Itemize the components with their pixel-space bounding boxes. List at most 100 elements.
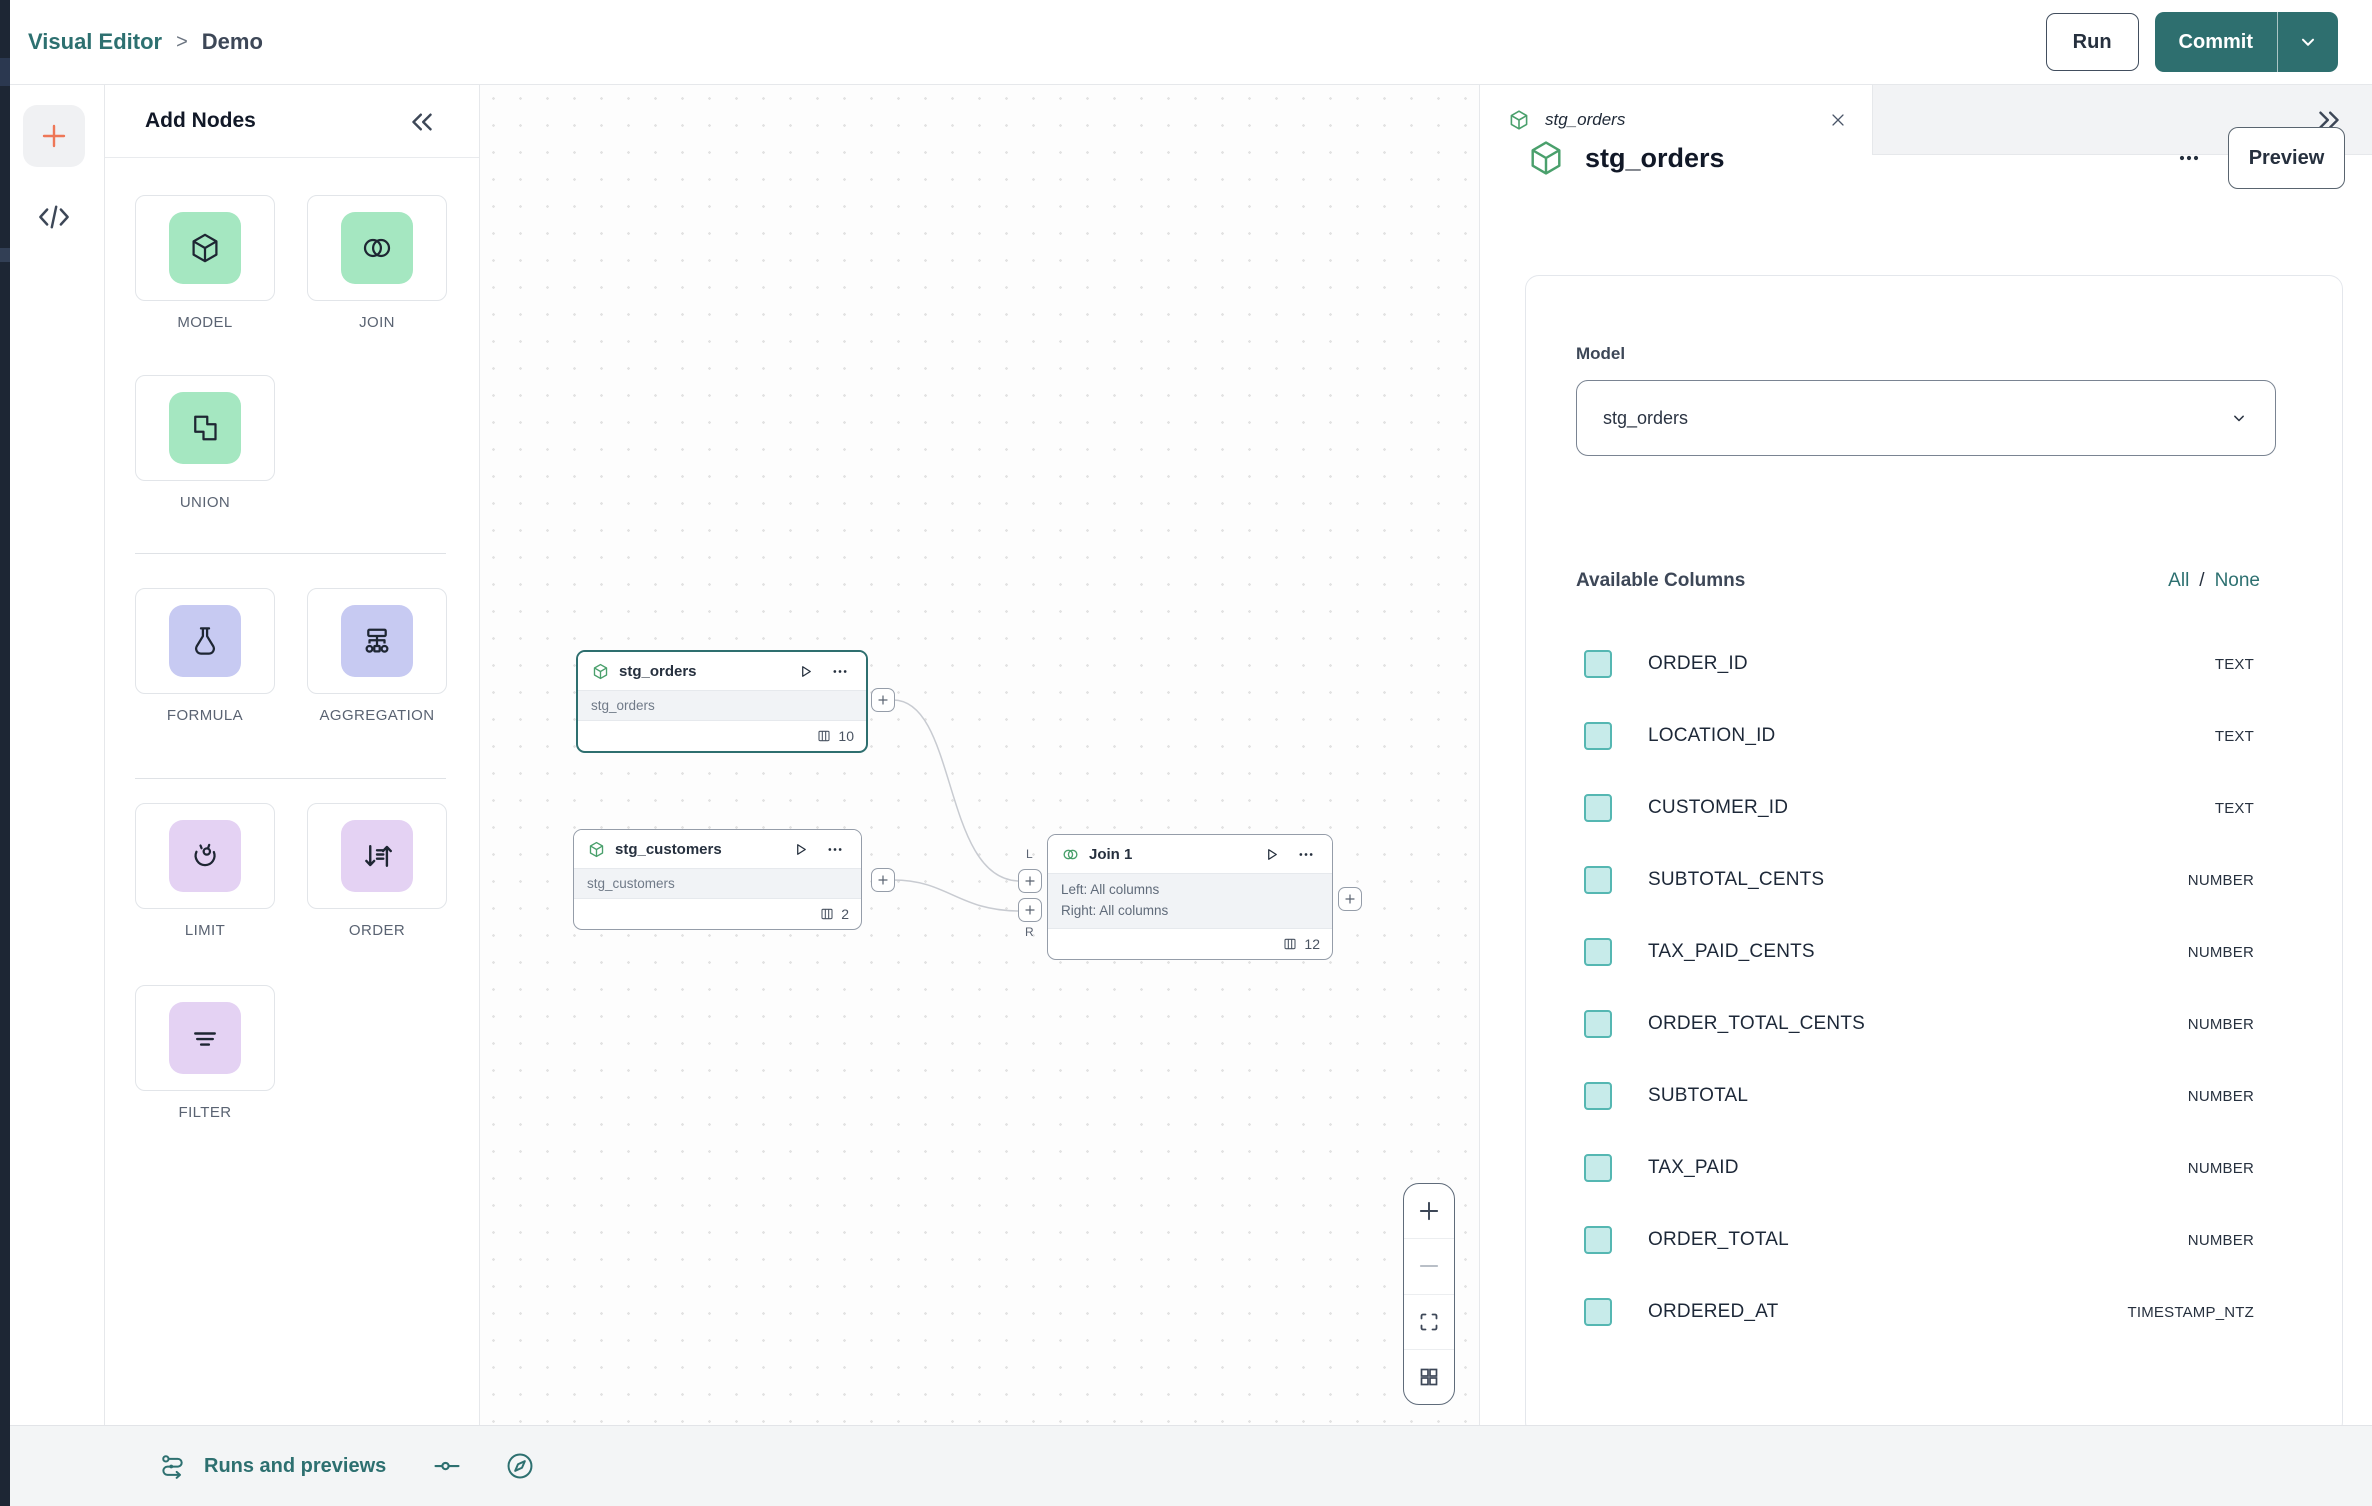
runs-and-previews-toggle[interactable]: Runs and previews bbox=[158, 1451, 386, 1481]
port-stg-orders-output[interactable] bbox=[871, 688, 895, 712]
node-column-count: 12 bbox=[1304, 935, 1320, 952]
play-icon[interactable] bbox=[1259, 845, 1284, 864]
column-row: TAX_PAID NUMBER bbox=[1584, 1132, 2254, 1204]
column-row: CUSTOMER_ID TEXT bbox=[1584, 772, 2254, 844]
collapse-panel-icon[interactable] bbox=[405, 107, 439, 137]
column-type: TEXT bbox=[2214, 655, 2254, 673]
port-join-left-input[interactable] bbox=[1018, 869, 1042, 893]
node-join-1[interactable]: Join 1 Left: All columns Right: All colu… bbox=[1047, 834, 1333, 960]
model-cube-icon bbox=[169, 212, 241, 284]
palette-item-order[interactable]: ORDER bbox=[307, 803, 447, 939]
breadcrumb-current: Demo bbox=[201, 29, 263, 54]
fit-view-icon bbox=[1417, 1310, 1441, 1334]
model-select[interactable]: stg_orders bbox=[1576, 380, 2276, 456]
node-stg-orders[interactable]: stg_orders stg_orders 10 bbox=[576, 650, 868, 753]
palette-item-label: UNION bbox=[179, 494, 231, 511]
column-checkbox[interactable] bbox=[1584, 794, 1612, 822]
runs-and-previews-label: Runs and previews bbox=[204, 1454, 387, 1477]
zoom-in-button[interactable] bbox=[1404, 1184, 1454, 1240]
commit-button[interactable]: Commit bbox=[2154, 12, 2277, 72]
more-options-icon[interactable] bbox=[2168, 142, 2210, 174]
available-columns-title: Available Columns bbox=[1576, 570, 1746, 591]
model-field-label: Model bbox=[1576, 344, 1626, 363]
breadcrumb: Visual Editor > Demo bbox=[28, 29, 263, 55]
column-name: TAX_PAID bbox=[1648, 1157, 1739, 1178]
column-name: CUSTOMER_ID bbox=[1648, 797, 1789, 818]
chevron-down-icon bbox=[2229, 408, 2249, 428]
plus-icon bbox=[38, 120, 70, 152]
add-node-rail-button[interactable] bbox=[23, 105, 85, 167]
column-checkbox[interactable] bbox=[1584, 722, 1612, 750]
column-type: NUMBER bbox=[2187, 1159, 2254, 1177]
aggregation-tree-icon bbox=[341, 605, 413, 677]
column-name: SUBTOTAL bbox=[1648, 1085, 1749, 1106]
column-checkbox[interactable] bbox=[1584, 1010, 1612, 1038]
inspector-header: stg_orders Preview bbox=[1525, 125, 2345, 191]
preview-button[interactable]: Preview bbox=[2228, 127, 2345, 189]
node-column-count: 2 bbox=[841, 906, 849, 922]
app-sidebar-edge bbox=[0, 0, 10, 1506]
columns-icon bbox=[819, 906, 835, 922]
palette-item-label: FILTER bbox=[178, 1104, 232, 1121]
play-icon[interactable] bbox=[793, 662, 818, 681]
commit-button-group: Commit bbox=[2154, 12, 2338, 72]
palette-item-aggregation[interactable]: AGGREGATION bbox=[307, 588, 447, 724]
port-stg-customers-output[interactable] bbox=[871, 868, 895, 892]
column-checkbox[interactable] bbox=[1584, 650, 1612, 678]
fit-view-button[interactable] bbox=[1404, 1295, 1454, 1350]
commit-node-icon[interactable] bbox=[432, 1451, 462, 1481]
close-icon[interactable] bbox=[1828, 110, 1848, 130]
column-checkbox[interactable] bbox=[1584, 1226, 1612, 1254]
compass-icon[interactable] bbox=[504, 1450, 536, 1482]
commit-dropdown-button[interactable] bbox=[2277, 12, 2338, 72]
columns-icon bbox=[816, 728, 832, 744]
node-title: stg_orders bbox=[619, 662, 697, 680]
port-join-output[interactable] bbox=[1338, 887, 1362, 911]
palette-item-limit[interactable]: LIMIT bbox=[135, 803, 275, 939]
more-options-icon[interactable] bbox=[822, 840, 848, 859]
palette-item-union[interactable]: UNION bbox=[135, 375, 275, 511]
column-name: ORDER_TOTAL_CENTS bbox=[1648, 1013, 1866, 1034]
column-name: ORDER_ID bbox=[1648, 653, 1748, 674]
grid-icon bbox=[1417, 1365, 1441, 1389]
run-button[interactable]: Run bbox=[2045, 13, 2139, 71]
node-title: Join 1 bbox=[1089, 845, 1133, 863]
auto-layout-button[interactable] bbox=[1404, 1350, 1454, 1404]
palette-item-label: ORDER bbox=[348, 922, 406, 939]
column-checkbox[interactable] bbox=[1584, 1082, 1612, 1110]
palette-item-label: FORMULA bbox=[166, 707, 244, 724]
play-icon[interactable] bbox=[788, 840, 813, 859]
palette-divider bbox=[135, 778, 446, 779]
code-icon bbox=[36, 202, 72, 232]
column-checkbox[interactable] bbox=[1584, 866, 1612, 894]
expand-panel-icon[interactable] bbox=[2312, 105, 2348, 135]
column-type: NUMBER bbox=[2187, 943, 2254, 961]
left-rail bbox=[10, 85, 105, 1425]
code-view-button[interactable] bbox=[32, 197, 76, 237]
join-left-port-label: L bbox=[1026, 847, 1033, 861]
zoom-out-button[interactable] bbox=[1404, 1239, 1454, 1295]
more-options-icon[interactable] bbox=[827, 662, 853, 681]
join-right-port-label: R bbox=[1025, 925, 1034, 939]
node-stg-customers[interactable]: stg_customers stg_customers 2 bbox=[573, 829, 862, 930]
more-options-icon[interactable] bbox=[1293, 845, 1319, 864]
pipeline-canvas[interactable]: stg_orders stg_orders 10 stg_customers s… bbox=[480, 85, 1480, 1425]
column-type: TEXT bbox=[2214, 799, 2254, 817]
palette-item-filter[interactable]: FILTER bbox=[135, 985, 275, 1121]
select-none-button[interactable]: None bbox=[2214, 570, 2260, 591]
palette-item-join[interactable]: JOIN bbox=[307, 195, 447, 331]
column-checkbox[interactable] bbox=[1584, 938, 1612, 966]
breadcrumb-visual-editor[interactable]: Visual Editor bbox=[28, 29, 163, 54]
sort-arrows-icon bbox=[341, 820, 413, 892]
column-checkbox[interactable] bbox=[1584, 1298, 1612, 1326]
palette-item-formula[interactable]: FORMULA bbox=[135, 588, 275, 724]
column-row: TAX_PAID_CENTS NUMBER bbox=[1584, 916, 2254, 988]
columns-list: ORDER_ID TEXT LOCATION_ID TEXT CUSTOMER_… bbox=[1584, 628, 2254, 1348]
column-checkbox[interactable] bbox=[1584, 1154, 1612, 1182]
palette-item-model[interactable]: MODEL bbox=[135, 195, 275, 331]
column-row: ORDER_TOTAL_CENTS NUMBER bbox=[1584, 988, 2254, 1060]
port-join-right-input[interactable] bbox=[1018, 898, 1042, 922]
palette-item-label: AGGREGATION bbox=[319, 707, 435, 724]
model-cube-icon bbox=[591, 662, 610, 681]
select-all-button[interactable]: All bbox=[2168, 570, 2190, 591]
